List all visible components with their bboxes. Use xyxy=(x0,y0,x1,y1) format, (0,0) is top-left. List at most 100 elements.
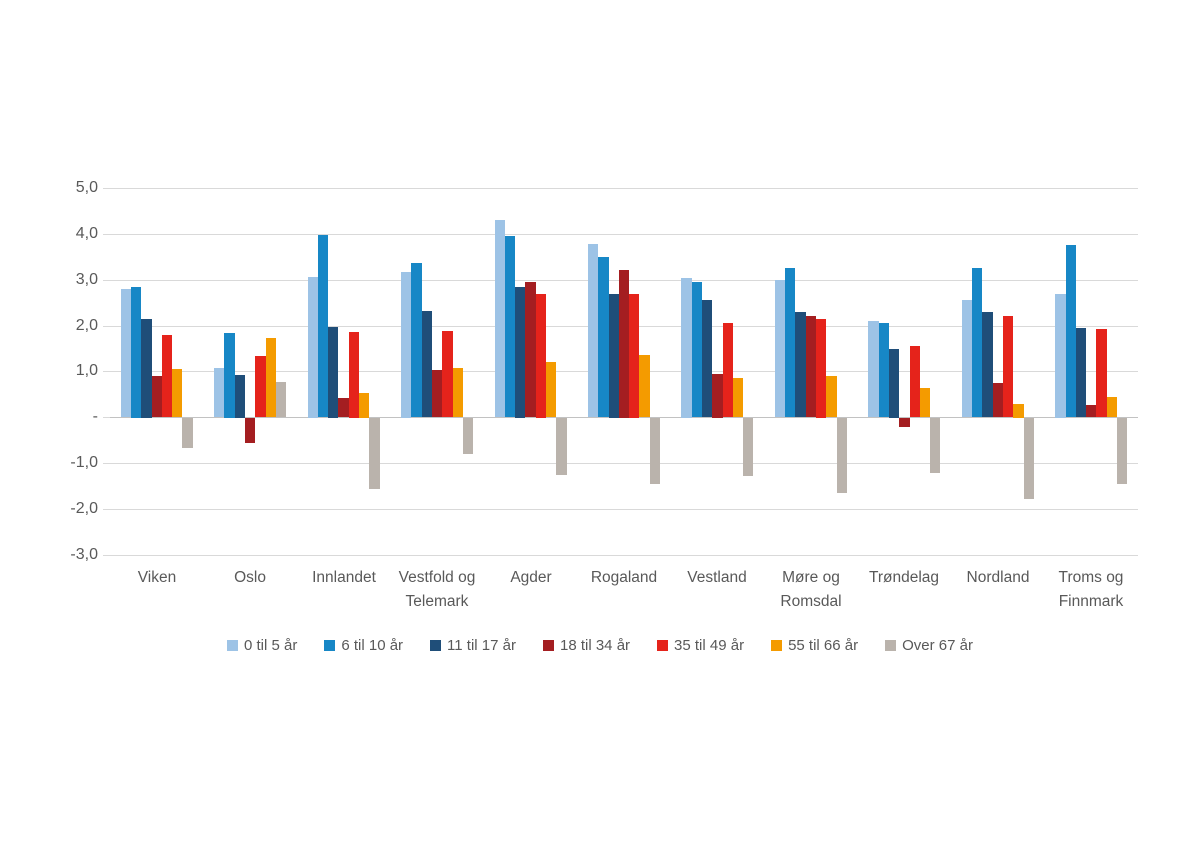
legend-label: 18 til 34 år xyxy=(559,637,631,654)
legend-swatch-icon xyxy=(226,640,238,651)
bar-over-67-år-vestfold-og-telemark xyxy=(463,418,473,454)
bar-6-til-10-år-rogaland xyxy=(598,257,609,417)
bar-6-til-10-år-møre-og-romsdal xyxy=(785,268,795,417)
bar-35-til-49-år-møre-og-romsdal xyxy=(816,319,826,418)
bar-55-til-66-år-vestland xyxy=(733,378,743,417)
bar-11-til-17-år-innlandet xyxy=(328,327,338,418)
bar-18-til-34-år-vestland xyxy=(712,374,723,418)
bar-over-67-år-møre-og-romsdal xyxy=(837,418,847,493)
y-axis-tick xyxy=(103,555,110,556)
x-axis-label-vestland: Vestland xyxy=(687,569,747,586)
gridline xyxy=(110,463,1138,464)
bar-35-til-49-år-nordland xyxy=(1003,316,1013,417)
y-axis-tick xyxy=(103,371,110,372)
bar-11-til-17-år-agder xyxy=(515,287,525,418)
bar-35-til-49-år-troms-og-finnmark xyxy=(1096,329,1107,417)
legend-swatch-icon xyxy=(771,640,783,651)
x-axis-label-vestfold-og-telemark: Vestfold og Telemark xyxy=(398,569,476,611)
bar-18-til-34-år-vestfold-og-telemark xyxy=(432,370,442,417)
bar-6-til-10-år-agder xyxy=(505,236,515,417)
legend-item-35-til-49-år: 35 til 49 år xyxy=(657,637,744,654)
bar-over-67-år-rogaland xyxy=(650,418,660,484)
x-axis-label-innlandet: Innlandet xyxy=(312,569,376,586)
bar-0-til-5-år-rogaland xyxy=(588,244,598,417)
bar-6-til-10-år-innlandet xyxy=(318,235,328,417)
legend-label: Over 67 år xyxy=(902,637,973,654)
bar-11-til-17-år-møre-og-romsdal xyxy=(795,312,806,417)
x-axis-label-rogaland: Rogaland xyxy=(590,569,658,586)
legend-label: 0 til 5 år xyxy=(243,637,298,654)
bar-35-til-49-år-innlandet xyxy=(349,332,359,418)
y-axis-label: - xyxy=(92,408,98,425)
y-axis-label: 4,0 xyxy=(75,225,98,242)
legend-item-6-til-10-år: 6 til 10 år xyxy=(324,637,403,654)
bar-18-til-34-år-troms-og-finnmark xyxy=(1086,405,1096,417)
bar-over-67-år-innlandet xyxy=(369,418,380,489)
bar-11-til-17-år-trøndelag xyxy=(889,349,899,418)
bar-55-til-66-år-vestfold-og-telemark xyxy=(453,368,463,417)
y-axis-tick xyxy=(103,509,110,510)
bar-11-til-17-år-vestfold-og-telemark xyxy=(422,311,432,417)
bar-55-til-66-år-oslo xyxy=(266,338,276,417)
bar-11-til-17-år-rogaland xyxy=(609,294,619,418)
bar-over-67-år-trøndelag xyxy=(930,418,940,473)
bar-18-til-34-år-rogaland xyxy=(619,270,629,418)
bar-11-til-17-år-nordland xyxy=(982,312,993,417)
bar-35-til-49-år-agder xyxy=(536,294,546,418)
gridline xyxy=(110,509,1138,510)
legend-swatch-icon xyxy=(542,640,554,651)
legend-item-11-til-17-år: 11 til 17 år xyxy=(430,637,516,654)
bar-11-til-17-år-troms-og-finnmark xyxy=(1076,328,1086,417)
legend: 0 til 5 år 6 til 10 år 11 til 17 år 18 til … xyxy=(0,637,1200,654)
y-axis-tick xyxy=(103,326,110,327)
x-axis-label-oslo: Oslo xyxy=(234,569,266,586)
legend-swatch-icon xyxy=(324,640,336,651)
bar-0-til-5-år-troms-og-finnmark xyxy=(1055,294,1066,418)
x-axis-label-møre-og-romsdal: Møre og Romsdal xyxy=(780,569,842,611)
bar-18-til-34-år-innlandet xyxy=(338,398,349,417)
bar-over-67-år-agder xyxy=(556,418,567,475)
y-axis-label: -1,0 xyxy=(70,454,98,471)
bar-35-til-49-år-rogaland xyxy=(629,294,639,418)
bar-0-til-5-år-vestfold-og-telemark xyxy=(401,272,411,418)
bar-18-til-34-år-møre-og-romsdal xyxy=(806,316,816,417)
bar-35-til-49-år-viken xyxy=(162,335,172,417)
y-axis-tick xyxy=(103,463,110,464)
legend-label: 6 til 10 år xyxy=(341,637,404,654)
bar-18-til-34-år-trøndelag xyxy=(899,418,910,427)
bar-55-til-66-år-trøndelag xyxy=(920,388,930,417)
bar-11-til-17-år-vestland xyxy=(702,300,712,417)
bar-18-til-34-år-viken xyxy=(152,376,162,417)
bar-0-til-5-år-agder xyxy=(495,220,505,417)
y-axis-label: 1,0 xyxy=(75,362,98,379)
bar-6-til-10-år-viken xyxy=(131,287,141,418)
bar-35-til-49-år-oslo xyxy=(255,356,266,417)
legend-item-55-til-66-år: 55 til 66 år xyxy=(771,637,858,654)
bar-6-til-10-år-vestland xyxy=(692,282,702,417)
y-axis-tick xyxy=(103,280,110,281)
legend-item-over-67-år: Over 67 år xyxy=(885,637,973,654)
bar-6-til-10-år-vestfold-og-telemark xyxy=(411,263,422,417)
bar-over-67-år-oslo xyxy=(276,382,286,417)
bar-0-til-5-år-oslo xyxy=(214,368,224,417)
bar-18-til-34-år-agder xyxy=(525,282,536,417)
y-axis-tick xyxy=(103,188,110,189)
bar-0-til-5-år-viken xyxy=(121,289,131,417)
bar-6-til-10-år-trøndelag xyxy=(879,323,889,417)
bar-over-67-år-troms-og-finnmark xyxy=(1117,418,1127,484)
y-axis-label: 5,0 xyxy=(75,179,98,196)
bar-55-til-66-år-viken xyxy=(172,369,182,417)
bar-6-til-10-år-oslo xyxy=(224,333,235,418)
legend-swatch-icon xyxy=(657,640,669,651)
bar-0-til-5-år-nordland xyxy=(962,300,972,417)
bar-11-til-17-år-viken xyxy=(141,319,152,418)
bar-55-til-66-år-innlandet xyxy=(359,393,369,418)
x-axis-label-troms-og-finnmark: Troms og Finnmark xyxy=(1058,569,1124,611)
y-axis-label: -3,0 xyxy=(70,546,98,563)
bar-55-til-66-år-agder xyxy=(546,362,556,417)
legend-swatch-icon xyxy=(430,640,442,651)
bar-over-67-år-viken xyxy=(182,418,193,448)
gridline xyxy=(110,188,1138,189)
legend-label: 55 til 66 år xyxy=(788,637,859,654)
